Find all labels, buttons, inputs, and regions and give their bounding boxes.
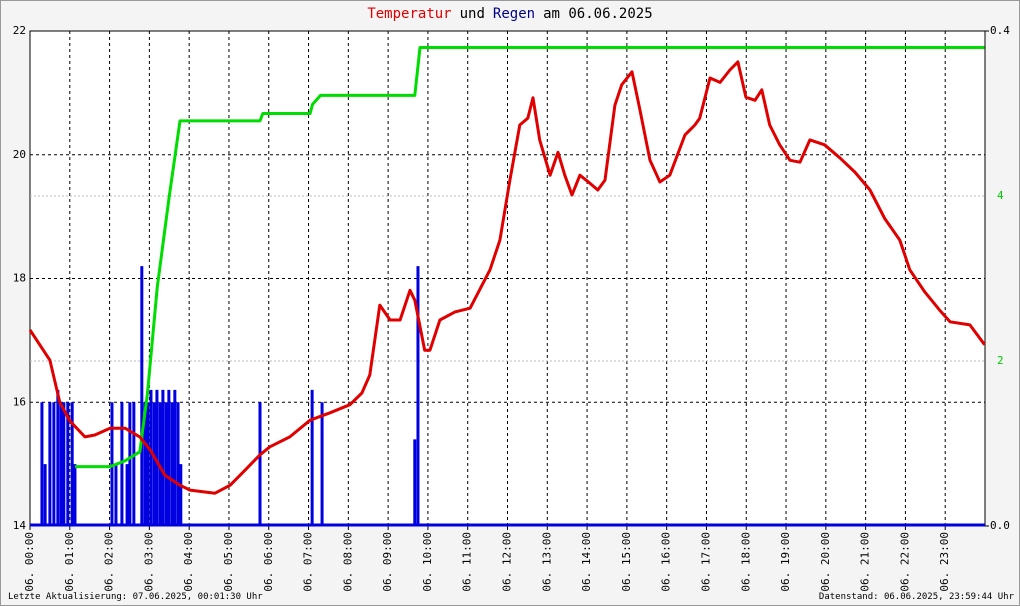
x-tick-label: 06. 04:00	[182, 532, 195, 592]
rain-bar	[179, 464, 183, 526]
x-tick-label: 06. 03:00	[142, 532, 155, 592]
x-tick-label: 06. 14:00	[580, 532, 593, 592]
y-tick-label: 16	[13, 395, 26, 408]
rain-bar	[152, 402, 156, 526]
x-tick-label: 06. 22:00	[898, 532, 911, 592]
footer-left: Letzte Aktualisierung: 07.06.2025, 00:01…	[8, 592, 263, 602]
x-tick-label: 06. 17:00	[699, 532, 712, 592]
x-tick-label: 06. 12:00	[501, 532, 514, 592]
x-tick-label: 06. 05:00	[222, 532, 235, 592]
rain-bar	[132, 402, 136, 526]
rain-bar	[56, 389, 60, 526]
rain-bar	[125, 464, 129, 526]
title-part: und	[460, 6, 485, 22]
x-tick-label: 06. 18:00	[739, 532, 752, 592]
x-tick-label: 06. 13:00	[540, 532, 553, 592]
rain-bar	[176, 402, 180, 526]
rain-bar	[48, 402, 52, 526]
x-tick-label: 06. 19:00	[779, 532, 792, 592]
chart-title: Temperatur und Regen am 06.06.2025	[367, 6, 652, 22]
x-tick-label: 06. 07:00	[302, 532, 315, 592]
x-tick-label: 06. 06:00	[262, 532, 275, 592]
x-tick-label: 06. 00:00	[23, 532, 36, 592]
y-tick-label: 14	[13, 519, 27, 532]
series-line	[28, 60, 986, 495]
y-tick-label: 20	[13, 148, 26, 161]
rain-bar	[114, 464, 118, 526]
rain-bar	[43, 464, 47, 526]
rain-bar	[310, 389, 314, 526]
rain-bar	[70, 402, 74, 526]
footer-right: Datenstand: 06.06.2025, 23:59:44 Uhr	[819, 592, 1015, 602]
rain-bar	[40, 402, 44, 526]
rain-bar	[164, 402, 168, 526]
title-part: Temperatur	[367, 6, 451, 22]
title-part: Regen	[493, 6, 535, 22]
rain-bar	[140, 266, 144, 526]
y-tick-label: 22	[13, 24, 26, 37]
rain-bar	[110, 402, 114, 526]
rain-bar	[413, 439, 417, 526]
x-tick-label: 06. 15:00	[620, 532, 633, 592]
x-tick-label: 06. 16:00	[660, 532, 673, 592]
rain-bar	[52, 402, 56, 526]
rain-bar	[155, 389, 159, 526]
rain-bar	[320, 402, 324, 526]
rain-bar	[170, 402, 174, 526]
x-tick-label: 06. 21:00	[859, 532, 872, 592]
rain-bar	[73, 464, 77, 526]
rain-bar	[66, 402, 70, 526]
rain-bar	[173, 389, 177, 526]
x-tick-label: 06. 23:00	[938, 532, 951, 592]
rain-bar	[161, 389, 165, 526]
y3-tick-label: 2	[997, 354, 1004, 367]
rain-bar	[62, 402, 66, 526]
title-part: am 06.06.2025	[543, 6, 653, 22]
rain-bar	[146, 402, 150, 526]
x-tick-label: 06. 02:00	[103, 532, 116, 592]
x-tick-label: 06. 11:00	[461, 532, 474, 592]
y2-tick-label: 0.0	[990, 519, 1010, 532]
y3-tick-label: 4	[997, 189, 1004, 202]
y-tick-label: 18	[13, 272, 26, 285]
rain-bar	[167, 389, 171, 526]
rain-bar	[149, 389, 153, 526]
rain-bar	[128, 402, 132, 526]
x-tick-label: 06. 09:00	[381, 532, 394, 592]
series-line	[75, 46, 985, 469]
x-tick-label: 06. 01:00	[63, 532, 76, 592]
rain-bar	[258, 402, 262, 526]
rain-bar	[143, 402, 147, 526]
y2-tick-label: 0.4	[990, 24, 1010, 37]
x-tick-label: 06. 08:00	[341, 532, 354, 592]
x-tick-label: 06. 10:00	[421, 532, 434, 592]
x-tick-label: 06. 20:00	[819, 532, 832, 592]
rain-bar	[416, 266, 420, 526]
rain-bar	[59, 402, 63, 526]
rain-bar	[120, 402, 124, 526]
